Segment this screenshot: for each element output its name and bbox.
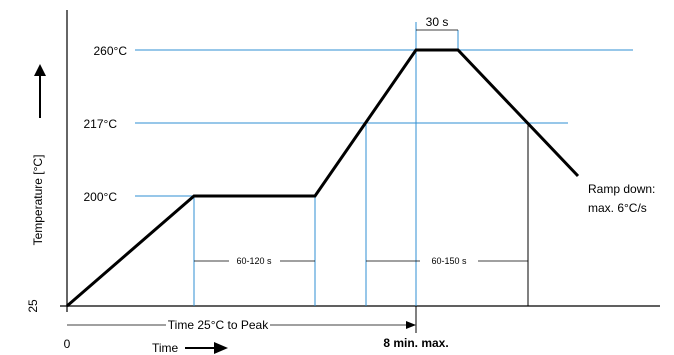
x-axis-arrow-icon xyxy=(214,342,228,354)
max-time-label: 8 min. max. xyxy=(383,336,448,350)
ramp-down-line1: Ramp down: xyxy=(588,182,655,196)
soak-label: 60-120 s xyxy=(236,256,272,266)
label-200: 200°C xyxy=(84,190,118,204)
reflow-profile-curve xyxy=(66,48,580,308)
y-axis-label-group: Temperature [°C] xyxy=(31,155,45,246)
peak-duration-label: 30 s xyxy=(426,15,449,29)
y-axis-label: Temperature [°C] xyxy=(31,155,45,246)
time-to-peak-arrowhead xyxy=(406,321,416,329)
label-260: 260°C xyxy=(94,44,128,58)
label-217: 217°C xyxy=(84,117,118,131)
label-25-group: 25 xyxy=(26,299,40,313)
x-axis-label: Time xyxy=(152,341,179,355)
x-zero-label: 0 xyxy=(64,337,71,351)
label-25: 25 xyxy=(26,299,40,313)
time-to-peak-label: Time 25°C to Peak xyxy=(168,318,269,332)
ramp-down-line2: max. 6°C/s xyxy=(588,201,647,215)
y-axis-arrow-icon xyxy=(34,64,46,76)
above-liquidus-label: 60-150 s xyxy=(431,256,467,266)
